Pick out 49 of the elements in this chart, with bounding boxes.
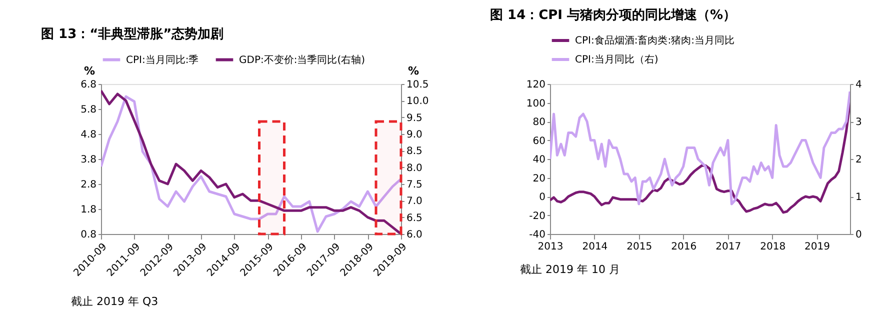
y-tick-label: 6.8 — [80, 80, 96, 90]
y-tick-label: -20 — [529, 210, 546, 222]
y2-tick-label: 7.5 — [406, 180, 422, 190]
chart-title: 图 13：“非典型滞胀”态势加剧 — [41, 26, 224, 42]
y2-axis-title: % — [408, 64, 420, 78]
y2-tick-label: 1 — [856, 192, 862, 203]
y2-tick-label: 9.5 — [406, 112, 422, 124]
chart-title: 图 14：CPI 与猪肉分项的同比增速（%） — [490, 8, 736, 23]
y-tick-label: 80 — [532, 117, 546, 128]
y-tick-label: 120 — [526, 80, 546, 90]
x-tick-label: 2013 — [538, 242, 564, 252]
x-tick-label: 2014 — [582, 242, 608, 252]
y2-tick-label: 6.0 — [406, 230, 422, 240]
y2-tick-label: 6.5 — [406, 212, 422, 224]
y2-tick-label: 8.0 — [406, 162, 422, 174]
text: 截止 2019 年 Q3 — [71, 295, 158, 308]
y-tick-label: 20 — [532, 173, 546, 184]
y-tick-label: 5.8 — [80, 104, 96, 116]
y-tick-label: 1.8 — [80, 204, 96, 216]
y-tick-label: 40 — [532, 154, 546, 166]
y2-tick-label: 3 — [856, 117, 862, 128]
legend-label: CPI:食品烟酒:畜肉类:猪肉:当月同比 — [575, 34, 734, 46]
x-tick-label: 2016 — [671, 242, 697, 252]
y2-tick-label: 0 — [856, 230, 862, 240]
y2-tick-label: 7.0 — [406, 196, 422, 208]
legend-label: CPI:当月同比（右) — [575, 54, 658, 66]
y2-tick-label: 10.5 — [406, 80, 429, 90]
y-tick-label: -40 — [529, 230, 546, 240]
y-tick-label: 4.8 — [80, 130, 96, 140]
legend-label: CPI:当月同比:季 — [126, 54, 199, 66]
y-tick-label: 2.8 — [80, 180, 96, 190]
y-tick-label: 3.8 — [80, 154, 96, 166]
line-series — [550, 90, 850, 206]
legend-label: GDP:不变价:当季同比(右轴) — [239, 54, 366, 66]
x-tick-label: 2017 — [716, 242, 742, 252]
x-tick-label: 2015 — [626, 242, 652, 252]
y-tick-label: 60 — [532, 136, 546, 147]
y2-tick-label: 10.0 — [406, 96, 429, 108]
y-tick-label: 0 — [539, 192, 546, 203]
y-tick-label: 100 — [526, 98, 546, 110]
y2-tick-label: 4 — [856, 80, 862, 90]
y2-tick-label: 9.0 — [406, 130, 422, 140]
y2-tick-label: 2 — [856, 154, 862, 166]
x-tick-label: 2019 — [804, 242, 830, 252]
x-tick-label: 2018 — [760, 242, 786, 252]
text: 截止 2019 年 10 月 — [520, 263, 620, 276]
y-tick-label: 0.8 — [80, 230, 96, 240]
y2-tick-label: 8.5 — [406, 146, 422, 158]
y-axis-title: % — [84, 64, 96, 78]
